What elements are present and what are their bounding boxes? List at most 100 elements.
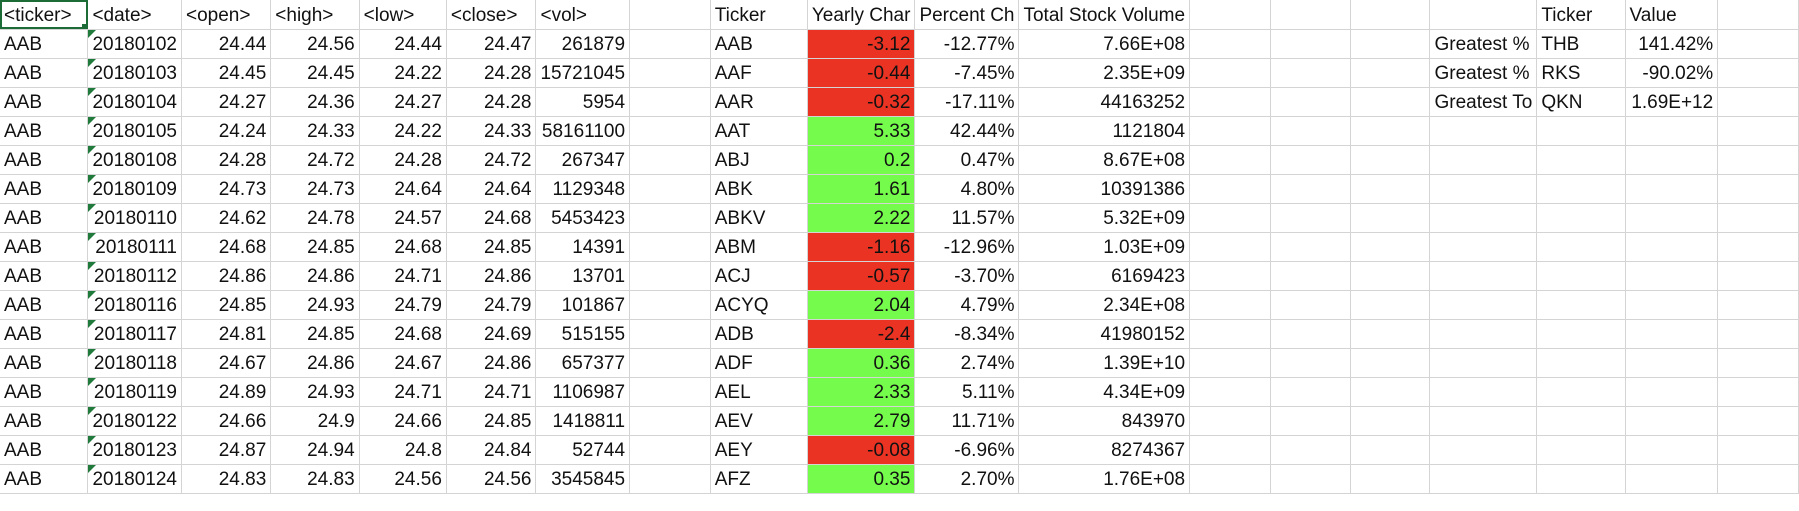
cell-H13[interactable] xyxy=(629,348,711,378)
cell-B8[interactable]: 20180110 xyxy=(87,203,182,233)
cell-E10[interactable]: 24.71 xyxy=(359,261,447,291)
cell-P6[interactable] xyxy=(1429,145,1538,175)
cell-G10[interactable]: 13701 xyxy=(535,261,631,291)
cell-C12[interactable]: 24.81 xyxy=(181,319,272,349)
cell-G2[interactable]: 261879 xyxy=(535,29,631,59)
cell-I15[interactable]: AEV xyxy=(710,406,808,436)
cell-S10[interactable] xyxy=(1717,261,1799,291)
cell-S7[interactable] xyxy=(1717,174,1799,204)
cell-S5[interactable] xyxy=(1717,116,1799,146)
cell-A17[interactable]: AAB xyxy=(0,464,89,494)
cell-B6[interactable]: 20180108 xyxy=(87,145,182,175)
cell-R17[interactable] xyxy=(1625,464,1719,494)
cell-K6[interactable]: 0.47% xyxy=(914,145,1020,175)
cell-G7[interactable]: 1129348 xyxy=(535,174,631,204)
cell-O9[interactable] xyxy=(1350,232,1431,262)
cell-C14[interactable]: 24.89 xyxy=(181,377,272,407)
cell-O1[interactable] xyxy=(1350,0,1431,30)
cell-S14[interactable] xyxy=(1717,377,1799,407)
cell-B15[interactable]: 20180122 xyxy=(87,406,182,436)
cell-J17[interactable]: 0.35 xyxy=(807,464,916,494)
cell-F5[interactable]: 24.33 xyxy=(446,116,537,146)
cell-A4[interactable]: AAB xyxy=(0,87,89,117)
cell-H17[interactable] xyxy=(629,464,711,494)
cell-C11[interactable]: 24.85 xyxy=(181,290,272,320)
cell-I5[interactable]: AAT xyxy=(710,116,808,146)
cell-R5[interactable] xyxy=(1625,116,1719,146)
cell-L5[interactable]: 1121804 xyxy=(1018,116,1191,146)
cell-L4[interactable]: 44163252 xyxy=(1018,87,1191,117)
cell-K9[interactable]: -12.96% xyxy=(914,232,1020,262)
cell-Q4[interactable]: QKN xyxy=(1536,87,1626,117)
cell-G8[interactable]: 5453423 xyxy=(535,203,631,233)
cell-B4[interactable]: 20180104 xyxy=(87,87,182,117)
cell-P14[interactable] xyxy=(1429,377,1538,407)
cell-A1[interactable]: <ticker> xyxy=(0,0,89,30)
cell-G4[interactable]: 5954 xyxy=(535,87,631,117)
cell-F4[interactable]: 24.28 xyxy=(446,87,537,117)
cell-P10[interactable] xyxy=(1429,261,1538,291)
cell-O14[interactable] xyxy=(1350,377,1431,407)
cell-Q13[interactable] xyxy=(1536,348,1626,378)
cell-N10[interactable] xyxy=(1270,261,1351,291)
cell-I8[interactable]: ABKV xyxy=(710,203,808,233)
cell-H1[interactable] xyxy=(629,0,711,30)
cell-G5[interactable]: 58161100 xyxy=(535,116,631,146)
cell-I11[interactable]: ACYQ xyxy=(710,290,808,320)
cell-I6[interactable]: ABJ xyxy=(710,145,808,175)
cell-F9[interactable]: 24.85 xyxy=(446,232,537,262)
cell-G15[interactable]: 1418811 xyxy=(535,406,631,436)
cell-E14[interactable]: 24.71 xyxy=(359,377,447,407)
cell-L15[interactable]: 843970 xyxy=(1018,406,1191,436)
cell-R9[interactable] xyxy=(1625,232,1719,262)
cell-B1[interactable]: <date> xyxy=(87,0,182,30)
cell-R10[interactable] xyxy=(1625,261,1719,291)
cell-J3[interactable]: -0.44 xyxy=(807,58,916,88)
cell-L11[interactable]: 2.34E+08 xyxy=(1018,290,1191,320)
cell-J13[interactable]: 0.36 xyxy=(807,348,916,378)
cell-D2[interactable]: 24.56 xyxy=(270,29,360,59)
cell-B12[interactable]: 20180117 xyxy=(87,319,182,349)
cell-S9[interactable] xyxy=(1717,232,1799,262)
cell-A16[interactable]: AAB xyxy=(0,435,89,465)
cell-A15[interactable]: AAB xyxy=(0,406,89,436)
cell-J2[interactable]: -3.12 xyxy=(807,29,916,59)
cell-B13[interactable]: 20180118 xyxy=(87,348,182,378)
cell-R4[interactable]: 1.69E+12 xyxy=(1625,87,1719,117)
cell-M9[interactable] xyxy=(1189,232,1271,262)
cell-G16[interactable]: 52744 xyxy=(535,435,631,465)
cell-M6[interactable] xyxy=(1189,145,1271,175)
cell-L1[interactable]: Total Stock Volume xyxy=(1018,0,1191,30)
cell-H12[interactable] xyxy=(629,319,711,349)
cell-Q6[interactable] xyxy=(1536,145,1626,175)
cell-L12[interactable]: 41980152 xyxy=(1018,319,1191,349)
cell-D13[interactable]: 24.86 xyxy=(270,348,360,378)
cell-C5[interactable]: 24.24 xyxy=(181,116,272,146)
cell-Q1[interactable]: Ticker xyxy=(1536,0,1626,30)
cell-D5[interactable]: 24.33 xyxy=(270,116,360,146)
cell-S1[interactable] xyxy=(1717,0,1799,30)
cell-Q12[interactable] xyxy=(1536,319,1626,349)
cell-F3[interactable]: 24.28 xyxy=(446,58,537,88)
cell-A12[interactable]: AAB xyxy=(0,319,89,349)
cell-F10[interactable]: 24.86 xyxy=(446,261,537,291)
cell-K15[interactable]: 11.71% xyxy=(914,406,1020,436)
cell-B14[interactable]: 20180119 xyxy=(87,377,182,407)
cell-Q11[interactable] xyxy=(1536,290,1626,320)
cell-L17[interactable]: 1.76E+08 xyxy=(1018,464,1191,494)
cell-J11[interactable]: 2.04 xyxy=(807,290,916,320)
cell-P16[interactable] xyxy=(1429,435,1538,465)
cell-A11[interactable]: AAB xyxy=(0,290,89,320)
cell-P13[interactable] xyxy=(1429,348,1538,378)
cell-D3[interactable]: 24.45 xyxy=(270,58,360,88)
cell-A6[interactable]: AAB xyxy=(0,145,89,175)
cell-K8[interactable]: 11.57% xyxy=(914,203,1020,233)
cell-P7[interactable] xyxy=(1429,174,1538,204)
cell-C7[interactable]: 24.73 xyxy=(181,174,272,204)
cell-L14[interactable]: 4.34E+09 xyxy=(1018,377,1191,407)
cell-Q5[interactable] xyxy=(1536,116,1626,146)
cell-I9[interactable]: ABM xyxy=(710,232,808,262)
cell-I12[interactable]: ADB xyxy=(710,319,808,349)
cell-N9[interactable] xyxy=(1270,232,1351,262)
cell-D16[interactable]: 24.94 xyxy=(270,435,360,465)
